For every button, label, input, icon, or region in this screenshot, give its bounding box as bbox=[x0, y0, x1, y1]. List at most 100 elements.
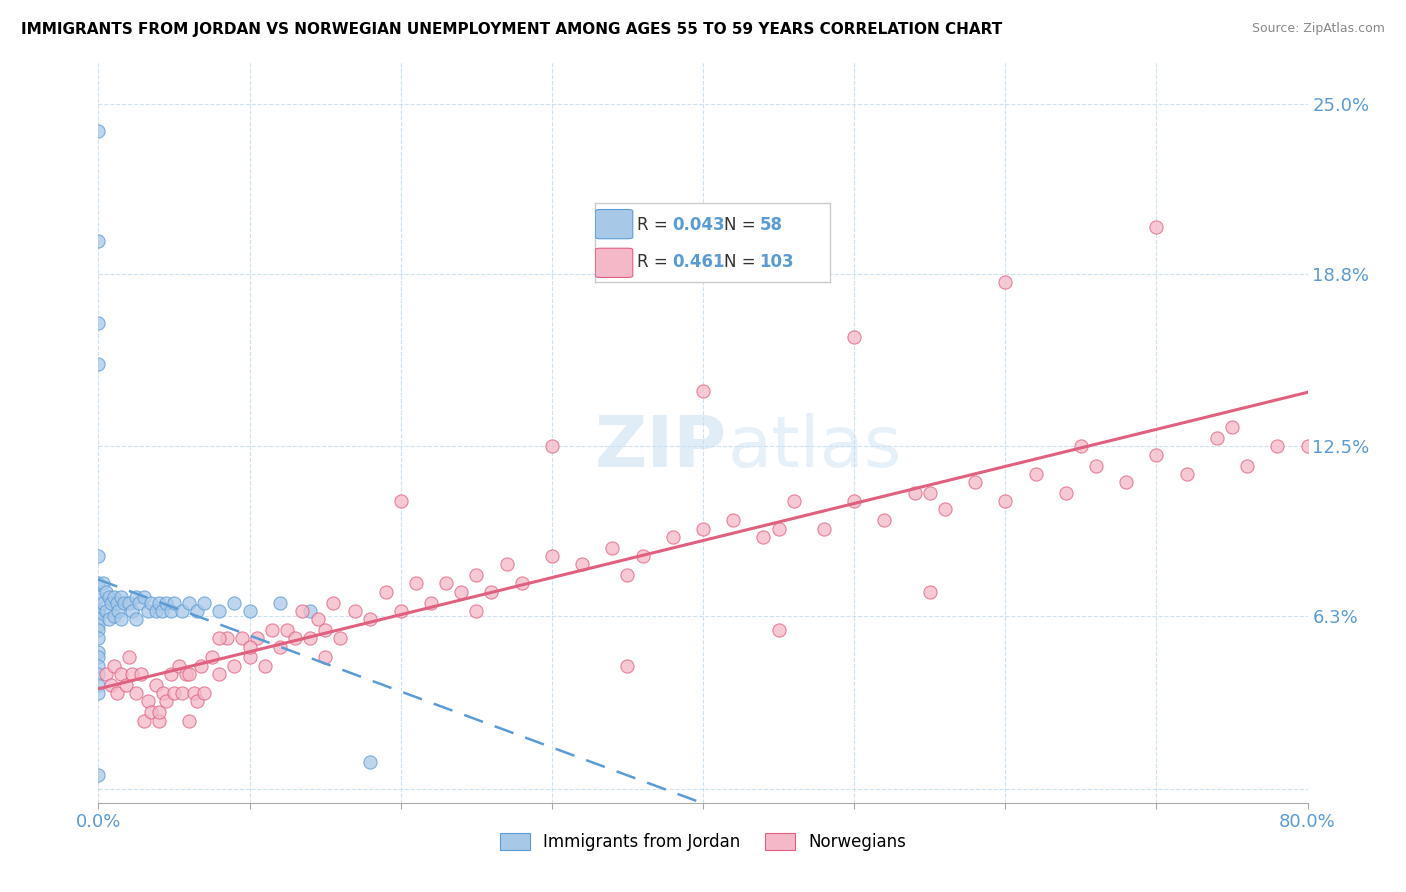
Point bbox=[190, 658, 212, 673]
Point bbox=[224, 596, 246, 610]
Point bbox=[110, 590, 132, 604]
Text: 103: 103 bbox=[759, 253, 794, 271]
Point bbox=[87, 632, 110, 646]
Point bbox=[329, 632, 352, 646]
Point bbox=[91, 576, 114, 591]
Point bbox=[179, 714, 201, 728]
Text: 0.043: 0.043 bbox=[672, 216, 725, 234]
Point bbox=[100, 596, 122, 610]
Point bbox=[94, 604, 117, 618]
Point bbox=[87, 667, 110, 681]
Point bbox=[155, 596, 177, 610]
Point bbox=[481, 584, 503, 599]
Text: 58: 58 bbox=[759, 216, 782, 234]
Point bbox=[208, 667, 231, 681]
FancyBboxPatch shape bbox=[595, 248, 633, 277]
Point bbox=[1144, 448, 1167, 462]
Point bbox=[783, 494, 806, 508]
Text: 0.461: 0.461 bbox=[672, 253, 725, 271]
Point bbox=[160, 667, 183, 681]
Point bbox=[145, 678, 167, 692]
Point bbox=[118, 596, 141, 610]
Point bbox=[160, 604, 183, 618]
Point bbox=[344, 604, 367, 618]
Point bbox=[148, 596, 170, 610]
Point bbox=[389, 604, 412, 618]
Point bbox=[269, 596, 291, 610]
Point bbox=[215, 632, 238, 646]
Point bbox=[105, 686, 128, 700]
Point bbox=[170, 686, 193, 700]
Point bbox=[616, 568, 638, 582]
Point bbox=[1267, 439, 1289, 453]
Point bbox=[98, 590, 121, 604]
Point bbox=[125, 612, 148, 626]
Point bbox=[540, 549, 562, 563]
Point bbox=[571, 558, 593, 572]
Point bbox=[103, 658, 125, 673]
Point bbox=[692, 522, 714, 536]
Point bbox=[661, 530, 683, 544]
Point bbox=[87, 658, 110, 673]
Point bbox=[179, 596, 201, 610]
Point bbox=[107, 604, 129, 618]
Point bbox=[602, 541, 624, 555]
Point bbox=[152, 686, 174, 700]
Point bbox=[768, 623, 790, 637]
Point bbox=[465, 604, 488, 618]
Point bbox=[873, 513, 896, 527]
Point bbox=[87, 316, 110, 330]
Point bbox=[87, 686, 110, 700]
Point bbox=[87, 678, 110, 692]
Point bbox=[163, 686, 186, 700]
Legend: Immigrants from Jordan, Norwegians: Immigrants from Jordan, Norwegians bbox=[494, 826, 912, 857]
Point bbox=[128, 596, 150, 610]
Point bbox=[193, 686, 215, 700]
Point bbox=[239, 650, 262, 665]
Point bbox=[87, 650, 110, 665]
Point bbox=[495, 558, 517, 572]
Point bbox=[148, 706, 170, 720]
Point bbox=[307, 612, 329, 626]
Text: Source: ZipAtlas.com: Source: ZipAtlas.com bbox=[1251, 22, 1385, 36]
Point bbox=[253, 658, 276, 673]
Point bbox=[141, 706, 163, 720]
Text: R =: R = bbox=[637, 253, 673, 271]
Point bbox=[141, 596, 163, 610]
Text: IMMIGRANTS FROM JORDAN VS NORWEGIAN UNEMPLOYMENT AMONG AGES 55 TO 59 YEARS CORRE: IMMIGRANTS FROM JORDAN VS NORWEGIAN UNEM… bbox=[21, 22, 1002, 37]
Text: N =: N = bbox=[724, 216, 761, 234]
Point bbox=[94, 667, 117, 681]
Point bbox=[103, 609, 125, 624]
Point bbox=[112, 596, 135, 610]
Point bbox=[224, 658, 246, 673]
Point bbox=[322, 596, 344, 610]
Point bbox=[1175, 467, 1198, 481]
Point bbox=[105, 596, 128, 610]
FancyBboxPatch shape bbox=[595, 210, 633, 239]
Point bbox=[136, 694, 159, 708]
Text: atlas: atlas bbox=[727, 413, 901, 482]
Point bbox=[723, 513, 745, 527]
Point bbox=[129, 667, 152, 681]
Point bbox=[540, 439, 562, 453]
Point bbox=[155, 694, 177, 708]
Point bbox=[91, 596, 114, 610]
Point bbox=[465, 568, 488, 582]
Point bbox=[314, 623, 336, 637]
Point bbox=[231, 632, 253, 646]
Point bbox=[110, 612, 132, 626]
Point bbox=[114, 678, 136, 692]
Point bbox=[1206, 431, 1229, 445]
Point bbox=[148, 714, 170, 728]
Point bbox=[269, 640, 291, 654]
Text: R =: R = bbox=[637, 216, 673, 234]
Point bbox=[1085, 458, 1108, 473]
Text: ZIP: ZIP bbox=[595, 413, 727, 482]
Point bbox=[121, 604, 143, 618]
Point bbox=[208, 604, 231, 618]
Point bbox=[374, 584, 396, 599]
Point bbox=[434, 576, 457, 591]
Point bbox=[844, 494, 866, 508]
Point bbox=[994, 275, 1017, 289]
Point bbox=[284, 632, 307, 646]
